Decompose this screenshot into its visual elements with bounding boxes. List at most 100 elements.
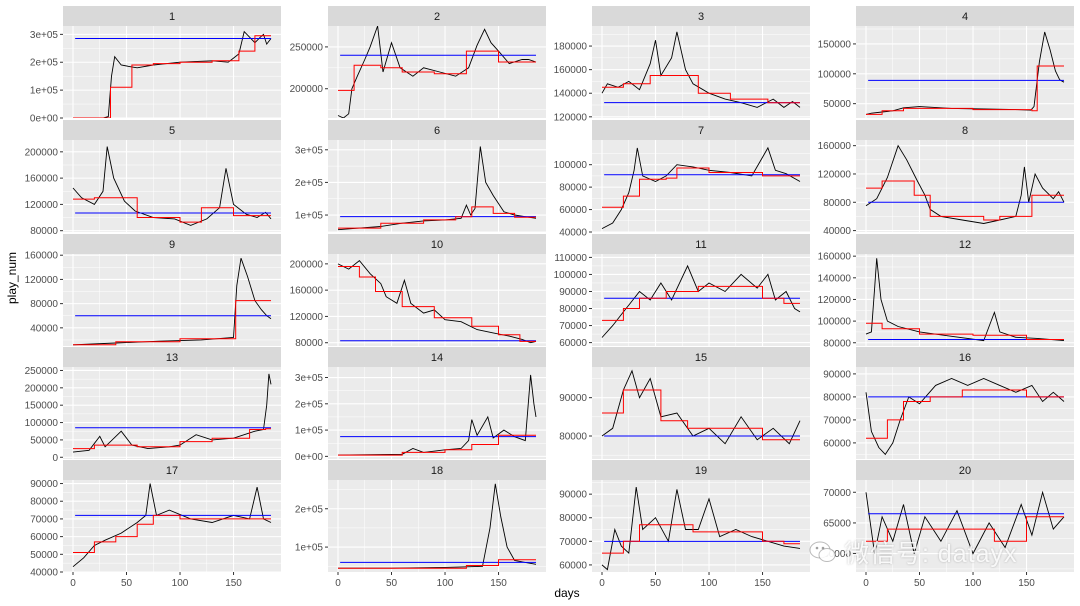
y-tick-label: 80000 — [559, 513, 587, 524]
y-tick-label: 40000 — [823, 226, 851, 237]
facet-strip — [856, 6, 1074, 26]
y-tick-label: 80000 — [30, 497, 58, 508]
facet-label: 7 — [698, 125, 704, 137]
y-tick-label: 90000 — [559, 490, 587, 501]
facet-strip — [856, 120, 1074, 140]
y-tick-label: 2e+05 — [30, 58, 59, 69]
segment-step-line — [866, 389, 1064, 439]
y-tick-label: 2e+05 — [295, 504, 324, 515]
y-tick-label: 80000 — [559, 304, 587, 315]
facet-panel-5: 5 80000 120000 160000 200000 — [25, 120, 281, 237]
series-group — [865, 490, 1065, 555]
data-series-line — [601, 146, 801, 229]
facet-strip — [328, 347, 546, 367]
y-tick-label: 2e+05 — [295, 399, 324, 410]
x-tick-label: 100 — [437, 578, 454, 589]
facet-strip — [592, 120, 810, 140]
y-tick-label: 3e+05 — [30, 30, 59, 41]
data-series-line — [72, 146, 272, 226]
y-tick-label: 70000 — [30, 514, 58, 525]
y-tick-label: 0e+00 — [30, 114, 59, 125]
y-tick-label: 1e+05 — [295, 543, 324, 554]
y-tick-label: 80000 — [823, 392, 851, 403]
y-tick-label: 100000 — [554, 270, 588, 281]
plot-background — [328, 140, 546, 232]
plot-background — [856, 480, 1074, 572]
y-tick-label: 60000 — [823, 549, 851, 560]
facet-label: 15 — [695, 352, 707, 364]
segment-step-line — [866, 516, 1064, 542]
y-tick-label: 1e+05 — [30, 86, 59, 97]
y-tick-label: 200000 — [25, 383, 59, 394]
segment-step-line — [602, 389, 800, 441]
y-tick-label: 2e+05 — [295, 178, 324, 189]
y-tick-label: 180000 — [554, 42, 588, 53]
series-group — [865, 144, 1065, 224]
data-series-line — [337, 259, 537, 344]
y-tick-label: 120000 — [290, 312, 324, 323]
data-series-line — [338, 483, 537, 569]
y-tick-label: 100000 — [818, 69, 852, 80]
y-tick-label: 100000 — [818, 317, 852, 328]
facet-label: 4 — [962, 11, 968, 23]
y-tick-label: 60000 — [559, 205, 587, 216]
facet-panel-15: 15 80000 90000 — [559, 347, 810, 459]
plot-background — [328, 26, 546, 118]
facet-strip — [328, 120, 546, 140]
plot-background — [63, 26, 281, 118]
segment-step-line — [338, 559, 536, 569]
series-group — [337, 146, 537, 231]
segment-step-line — [866, 180, 1064, 221]
series-group — [337, 26, 537, 118]
facet-strip — [856, 234, 1074, 254]
facet-label: 3 — [698, 11, 704, 23]
y-tick-label: 150000 — [25, 401, 59, 412]
data-series-line — [601, 369, 801, 445]
data-series-line — [601, 487, 801, 571]
y-tick-label: 1e+05 — [295, 211, 324, 222]
y-tick-label: 90000 — [823, 369, 851, 380]
segment-step-line — [602, 285, 800, 321]
y-tick-label: 120000 — [818, 295, 852, 306]
facet-panel-6: 6 1e+05 2e+05 3e+05 — [295, 120, 546, 232]
y-tick-label: 50000 — [823, 99, 851, 110]
y-tick-label: 3e+05 — [295, 373, 324, 384]
plot-background — [63, 367, 281, 459]
data-series-line — [865, 490, 1065, 555]
y-tick-label: 250000 — [290, 42, 324, 53]
facet-label: 13 — [166, 352, 178, 364]
segment-step-line — [602, 75, 800, 104]
y-tick-label: 50000 — [30, 435, 58, 446]
series-group — [865, 378, 1065, 456]
facet-strip — [63, 347, 281, 367]
segment-step-line — [73, 428, 271, 450]
facet-label: 14 — [431, 352, 443, 364]
y-tick-label: 40000 — [30, 568, 58, 579]
plot-background — [328, 254, 546, 346]
y-tick-label: 120000 — [25, 200, 59, 211]
segment-step-line — [338, 206, 536, 229]
y-tick-label: 250000 — [25, 366, 59, 377]
facet-label: 19 — [695, 465, 707, 477]
x-tick-label: 0 — [599, 578, 605, 589]
plot-background — [856, 367, 1074, 459]
series-group — [72, 483, 272, 568]
facet-label: 10 — [431, 239, 443, 251]
x-tick-label: 150 — [754, 578, 771, 589]
facet-strip — [856, 460, 1074, 480]
facet-panel-7: 7 40000 60000 80000 100000 — [554, 120, 810, 239]
plot-background — [592, 26, 810, 118]
facet-label: 2 — [434, 11, 440, 23]
facet-strip — [328, 460, 546, 480]
y-tick-label: 80000 — [559, 432, 587, 443]
series-group — [601, 487, 801, 571]
facet-strip — [63, 120, 281, 140]
segment-step-line — [602, 167, 800, 208]
x-tick-label: 0 — [70, 578, 76, 589]
y-tick-label: 60000 — [559, 338, 587, 349]
y-tick-label: 160000 — [818, 141, 852, 152]
y-tick-label: 110000 — [554, 253, 587, 264]
y-tick-label: 100000 — [25, 418, 59, 429]
y-tick-label: 40000 — [30, 323, 58, 334]
